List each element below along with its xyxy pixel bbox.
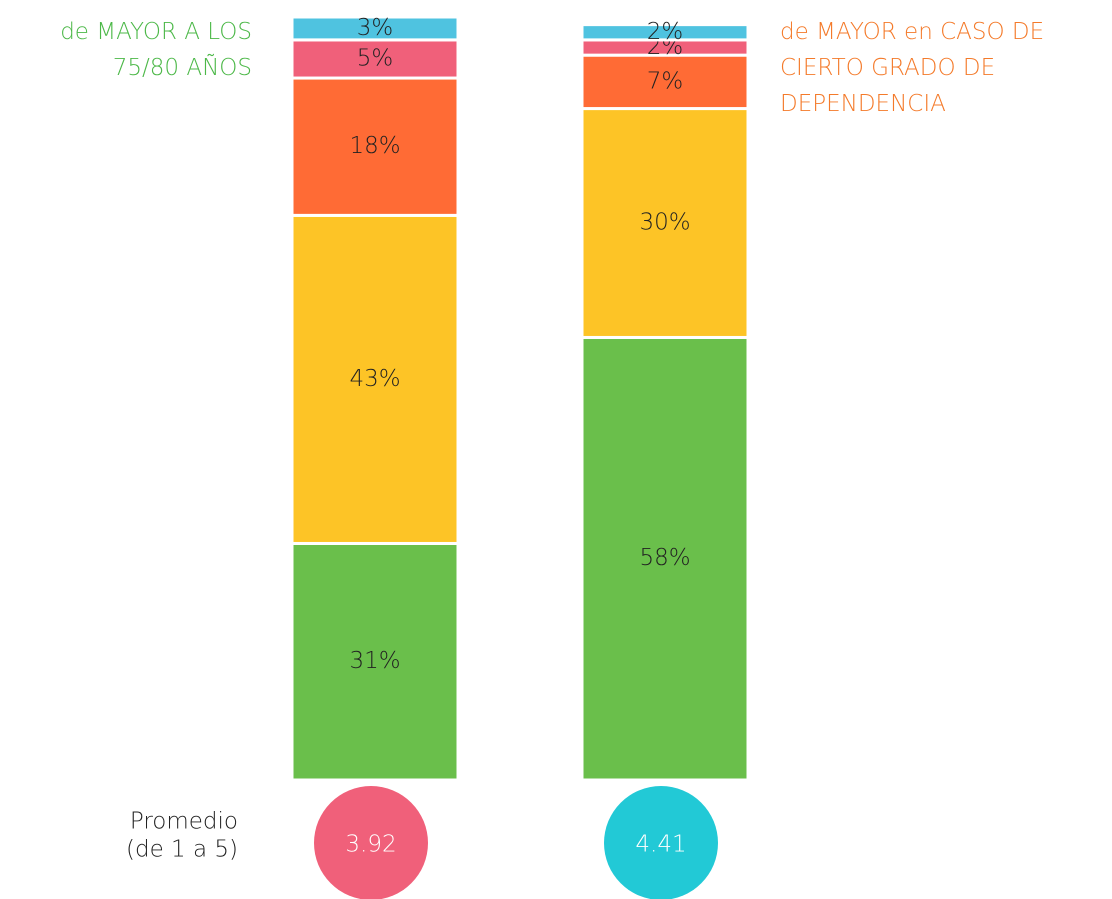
bar-segment [290, 38, 460, 80]
data-label: 58% [639, 545, 690, 571]
bar-segment [580, 53, 750, 111]
average-circle [604, 786, 718, 899]
data-label: 43% [349, 366, 400, 392]
data-label: 31% [349, 648, 400, 674]
bar-segment [580, 335, 750, 782]
bar-segment [290, 541, 460, 782]
average-value: 4.41 [635, 832, 686, 858]
data-label: 30% [639, 210, 690, 236]
average-label: Promedio [130, 809, 238, 835]
data-label: 5% [357, 45, 394, 71]
category-label: de MAYOR A LOS 75/80 AÑOS [60, 19, 252, 81]
average-value: 3.92 [345, 832, 396, 858]
bar-segment [290, 15, 460, 42]
bar-segment [580, 107, 750, 339]
bar-segment [580, 23, 750, 42]
data-label: 2% [647, 19, 684, 45]
average-label: (de 1 a 5) [126, 837, 238, 863]
data-label: 3% [357, 15, 394, 41]
average-circle [314, 786, 428, 899]
bar-segment [290, 213, 460, 545]
data-label: 18% [349, 133, 400, 159]
data-label: 7% [647, 68, 684, 94]
category-label: de MAYOR en CASO DE CIERTO GRADO DE DEPEND… [780, 19, 1044, 117]
